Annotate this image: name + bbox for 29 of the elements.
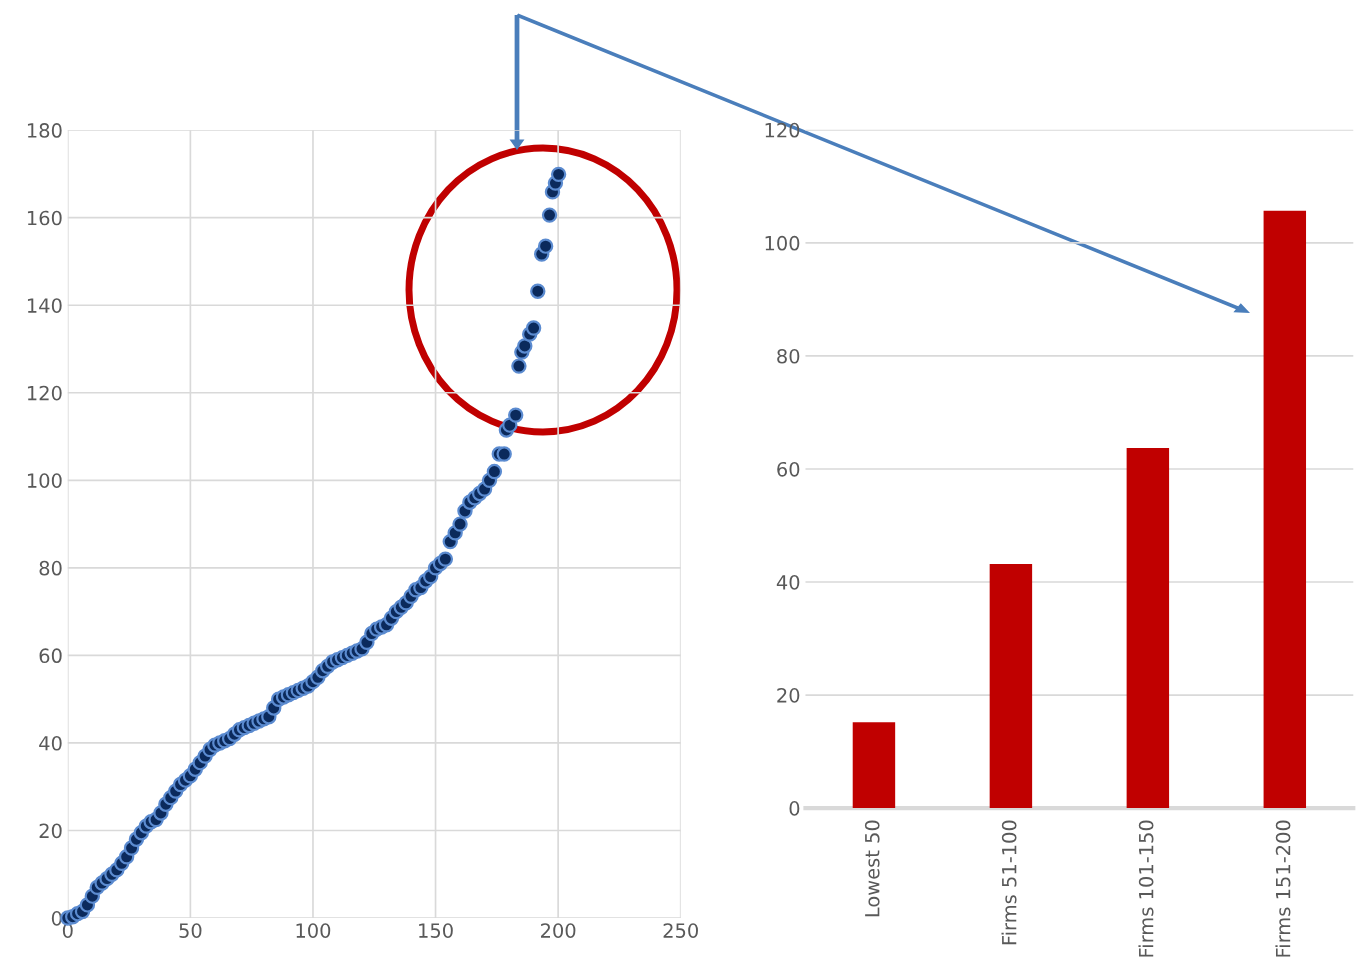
y-tick-label: 20 [777,688,800,703]
y-tick-label: 20 [39,823,62,839]
x-tick-label: 50 [179,923,202,938]
x-tick-label: Lowest 50 [864,820,880,917]
y-tick-label: 80 [39,560,62,576]
x-tick-label: 200 [541,923,576,938]
y-tick-label: 180 [27,123,62,138]
bar [989,563,1033,809]
x-tick-label: 150 [419,923,453,938]
x-tick-label: Firms 101-150 [1138,820,1154,957]
y-tick-label: 40 [39,735,62,751]
y-tick-label: 140 [27,298,62,313]
y-tick-label: 40 [776,574,800,590]
x-tick-label: Firms 151-200 [1275,820,1291,957]
y-tick-label: 80 [777,348,800,364]
x-tick-label: Firms 51-100 [1001,820,1017,945]
y-tick-label: 60 [777,461,800,477]
y-tick-label: 100 [765,235,800,251]
x-tick-label: 100 [296,923,331,938]
y-tick-label: 0 [789,801,800,816]
y-tick-label: 120 [765,122,800,138]
y-tick-label: 60 [39,648,62,664]
y-tick-label: 120 [27,385,62,401]
y-tick-label: 160 [27,210,62,226]
bar [1263,210,1307,809]
x-tick-label: 250 [663,923,698,938]
y-tick-label: 100 [27,473,62,488]
bar [852,722,896,809]
bar [1126,448,1170,809]
